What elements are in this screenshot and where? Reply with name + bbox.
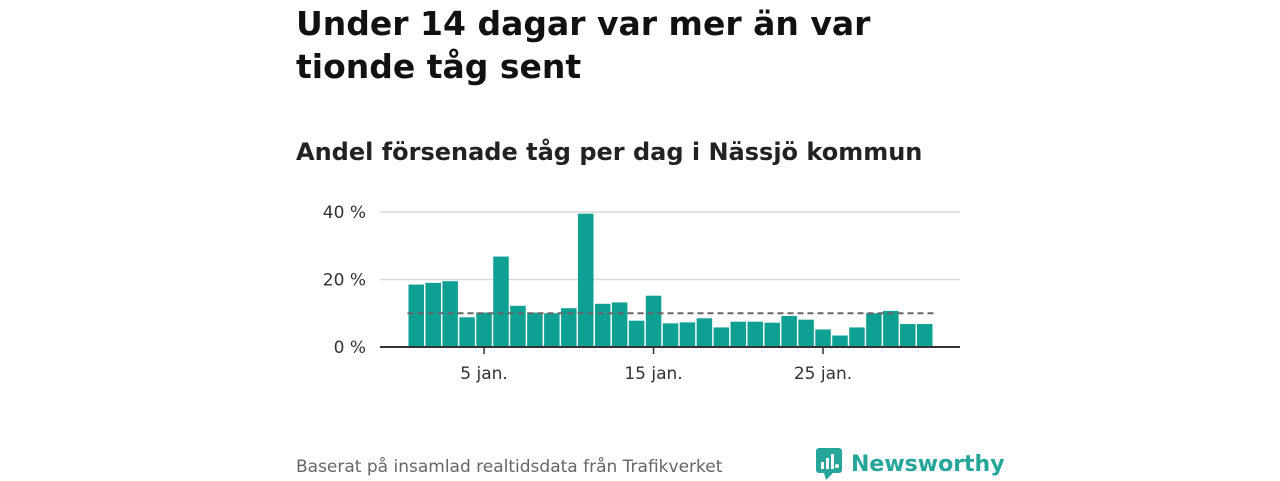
- y-tick-label: 0 %: [334, 338, 366, 358]
- x-tick-label: 25 jan.: [794, 364, 852, 384]
- y-tick-label: 20 %: [323, 271, 366, 291]
- bar: [425, 282, 441, 347]
- bar: [730, 321, 747, 347]
- bar: [798, 319, 814, 347]
- bar: [679, 322, 696, 347]
- bar-chart: 0 % 20 % 40 % 5 jan. 15 jan. 25 jan.: [323, 203, 960, 384]
- x-tick-label: 15 jan.: [624, 364, 682, 384]
- bar: [510, 305, 526, 347]
- brand-name: Newsworthy: [851, 451, 1005, 477]
- tick-labels: 0 % 20 % 40 % 5 jan. 15 jan. 25 jan.: [323, 203, 852, 384]
- grid-lines: [380, 211, 960, 281]
- chart-subtitle: Andel försenade tåg per dag i Nässjö kom…: [296, 138, 923, 166]
- bars: [408, 213, 933, 347]
- axes: [380, 346, 960, 354]
- x-tick-label: 5 jan.: [460, 364, 508, 384]
- bar: [628, 320, 645, 347]
- bar: [713, 327, 730, 347]
- y-tick-label: 40 %: [323, 203, 366, 223]
- bar: [527, 312, 543, 347]
- bar: [747, 321, 763, 347]
- brand-logo: Newsworthy: [815, 447, 1005, 481]
- bar: [408, 284, 424, 347]
- bar: [832, 335, 848, 347]
- source-note: Baserat på insamlad realtidsdata från Tr…: [296, 457, 723, 477]
- bar: [781, 315, 797, 347]
- bar: [611, 302, 628, 347]
- bar: [594, 303, 611, 347]
- bar: [917, 324, 933, 347]
- bar: [645, 295, 662, 347]
- bar: [696, 318, 713, 347]
- bar: [866, 313, 882, 347]
- bar: [815, 329, 831, 347]
- bar: [459, 317, 475, 347]
- bar: [476, 312, 492, 347]
- bar: [493, 256, 509, 347]
- bar: [561, 308, 577, 347]
- chart-title: Under 14 dagar var mer än var tionde tåg…: [296, 4, 871, 86]
- bar: [544, 313, 560, 347]
- newsworthy-logo-icon: [816, 448, 842, 480]
- bar: [883, 310, 899, 347]
- bar: [764, 322, 780, 347]
- bar: [662, 323, 679, 347]
- bar: [900, 324, 916, 347]
- bar: [578, 213, 594, 347]
- bar: [849, 327, 865, 347]
